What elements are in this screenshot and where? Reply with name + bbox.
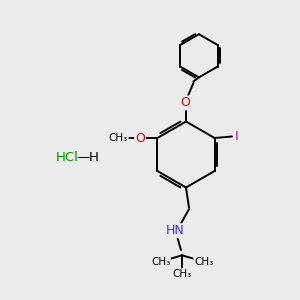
Text: H: H [88, 151, 98, 164]
Text: CH₃: CH₃ [151, 257, 170, 267]
Text: CH₃: CH₃ [194, 257, 213, 267]
Text: CH₃: CH₃ [172, 269, 192, 279]
Text: HN: HN [166, 224, 185, 237]
Text: O: O [181, 96, 190, 110]
Text: I: I [234, 130, 238, 143]
Text: O: O [135, 131, 145, 145]
Text: HCl: HCl [56, 151, 78, 164]
Text: CH₃: CH₃ [109, 133, 128, 143]
Text: —: — [76, 151, 90, 164]
